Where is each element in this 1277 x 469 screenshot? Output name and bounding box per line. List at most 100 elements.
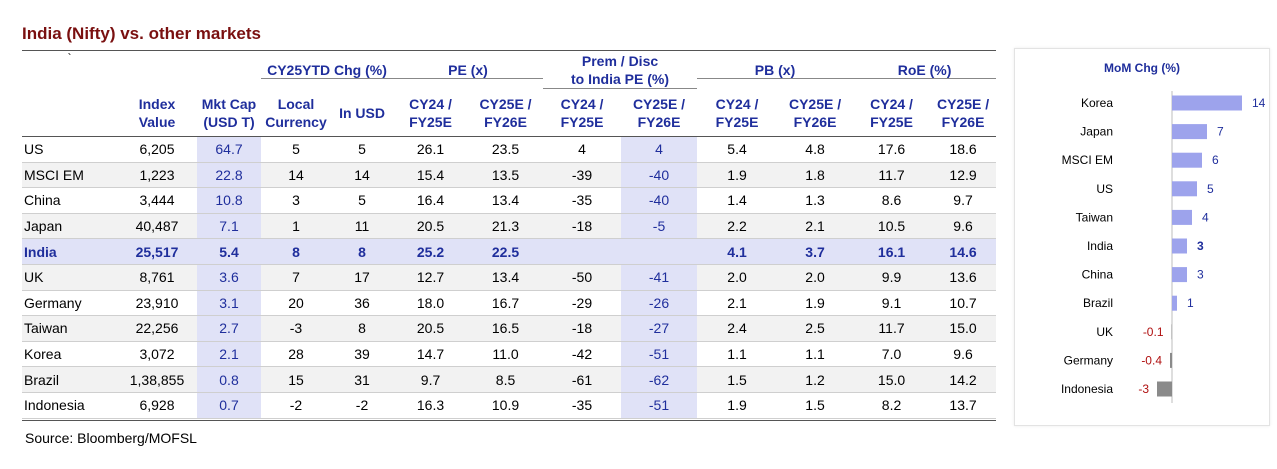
cell-pb25: 2.0 — [777, 264, 854, 291]
col-mcap: Mkt Cap (USD T) — [197, 89, 261, 137]
cell-pr24: -42 — [543, 341, 622, 368]
cell-pb24: 4.1 — [697, 238, 778, 265]
cell-mcap: 2.1 — [197, 341, 261, 368]
cell-pe24: 18.0 — [393, 290, 469, 317]
col-roe-cy25: CY25E / FY26E — [930, 89, 997, 137]
cell-index: 6,928 — [117, 392, 197, 419]
mom-chart-panel: MoM Chg (%) Korea 14 Japan 7 MSCI EM 6 US 5 Taiwa… — [1014, 48, 1270, 426]
data-label: 5 — [1207, 182, 1214, 196]
cell-mcap: 10.8 — [197, 187, 261, 214]
col-pb-cy25: CY25E / FY26E — [777, 89, 854, 137]
chart-title: MoM Chg (%) — [1104, 61, 1180, 75]
col-pe-cy25: CY25E / FY26E — [468, 89, 544, 137]
cell-roe24: 7.0 — [853, 341, 931, 368]
cell-country: Taiwan — [22, 315, 117, 342]
cell-pb25: 1.1 — [777, 341, 854, 368]
cell-index: 40,487 — [117, 213, 197, 240]
cell-pe24: 20.5 — [393, 315, 469, 342]
cell-pb24: 1.1 — [697, 341, 778, 368]
cell-country: UK — [22, 264, 117, 291]
cell-usd: 17 — [331, 264, 394, 291]
cell-pb25: 4.8 — [777, 136, 854, 163]
cell-local: 15 — [261, 366, 331, 393]
cell-pb24: 2.4 — [697, 315, 778, 342]
cell-pb24: 5.4 — [697, 136, 778, 163]
cell-local: 1 — [261, 213, 331, 240]
cell-local: -3 — [261, 315, 331, 342]
col-pe-cy24: CY24 /FY25E — [393, 89, 469, 137]
cell-roe25: 14.6 — [930, 238, 997, 265]
cell-roe25: 13.7 — [930, 392, 997, 419]
cell-local: 8 — [261, 238, 331, 265]
cell-pb24: 1.9 — [697, 392, 778, 419]
cell-pr25: -51 — [621, 341, 698, 368]
table-row: Germany 23,910 3.1 20 36 18.0 16.7 -29 -26 2.1 1.9… — [22, 290, 997, 317]
col-roe-cy24: CY24 /FY25E — [853, 89, 931, 137]
bar — [1172, 95, 1242, 111]
cell-pe24: 16.4 — [393, 187, 469, 214]
cell-pb24: 1.9 — [697, 162, 778, 189]
cell-pe24: 15.4 — [393, 162, 469, 189]
bar — [1172, 152, 1202, 168]
header-roe: RoE (%) — [853, 51, 997, 90]
bar — [1172, 181, 1197, 197]
cell-pe25: 13.4 — [468, 264, 544, 291]
cell-pb24: 2.2 — [697, 213, 778, 240]
cell-pe24: 25.2 — [393, 238, 469, 265]
cell-local: 20 — [261, 290, 331, 317]
cell-pe25: 10.9 — [468, 392, 544, 419]
cell-roe24: 9.1 — [853, 290, 931, 317]
cell-local: 3 — [261, 187, 331, 214]
cell-roe24: 8.2 — [853, 392, 931, 419]
cell-roe25: 10.7 — [930, 290, 997, 317]
cell-pr24: -35 — [543, 392, 622, 419]
cell-pr25: -40 — [621, 187, 698, 214]
cell-country: Brazil — [22, 366, 117, 393]
cell-roe25: 12.9 — [930, 162, 997, 189]
bar — [1172, 124, 1207, 140]
bar — [1170, 352, 1172, 368]
cell-pr24: -39 — [543, 162, 622, 189]
col-prem-cy25: CY25E / FY26E — [621, 89, 698, 137]
cell-index: 8,761 — [117, 264, 197, 291]
cell-roe24: 16.1 — [853, 238, 931, 265]
cell-pr24: -18 — [543, 213, 622, 240]
cell-usd: 8 — [331, 238, 394, 265]
bar — [1171, 324, 1172, 340]
cell-pb24: 1.4 — [697, 187, 778, 214]
cell-usd: 14 — [331, 162, 394, 189]
cell-pb25: 1.3 — [777, 187, 854, 214]
cell-pe25: 21.3 — [468, 213, 544, 240]
cell-usd: 39 — [331, 341, 394, 368]
cell-pr24: -29 — [543, 290, 622, 317]
table-row: Brazil 1,38,855 0.8 15 31 9.7 8.5 -61 -62 1.5 1.2 1… — [22, 366, 997, 393]
cell-roe25: 9.6 — [930, 341, 997, 368]
page-title: India (Nifty) vs. other markets — [22, 24, 262, 43]
data-label: -3 — [1138, 382, 1149, 396]
source-note: Source: Bloomberg/MOFSL — [25, 430, 197, 446]
table-row: US 6,205 64.7 5 5 26.1 23.5 4 4 5.4 4.8 17.6 18.6 — [22, 136, 997, 163]
cell-country: India — [22, 238, 117, 265]
header-ytd: CY25YTD Chg (%) — [261, 51, 394, 90]
cell-roe24: 15.0 — [853, 366, 931, 393]
cell-roe24: 8.6 — [853, 187, 931, 214]
cell-pe24: 20.5 — [393, 213, 469, 240]
cell-country: Germany — [22, 290, 117, 317]
cell-pr25: 4 — [621, 136, 698, 163]
category-label: UK — [1096, 325, 1113, 339]
data-label: 4 — [1202, 210, 1209, 224]
cell-usd: 11 — [331, 213, 394, 240]
data-label: -0.4 — [1141, 353, 1162, 367]
cell-roe24: 10.5 — [853, 213, 931, 240]
cell-country: Korea — [22, 341, 117, 368]
cell-usd: 5 — [331, 136, 394, 163]
cell-pe25: 11.0 — [468, 341, 544, 368]
cell-roe24: 9.9 — [853, 264, 931, 291]
cell-usd: 31 — [331, 366, 394, 393]
cell-index: 3,072 — [117, 341, 197, 368]
cell-pe24: 12.7 — [393, 264, 469, 291]
cell-pe25: 16.5 — [468, 315, 544, 342]
cell-roe25: 9.6 — [930, 213, 997, 240]
cell-pe25: 13.5 — [468, 162, 544, 189]
cell-pr24: -35 — [543, 187, 622, 214]
